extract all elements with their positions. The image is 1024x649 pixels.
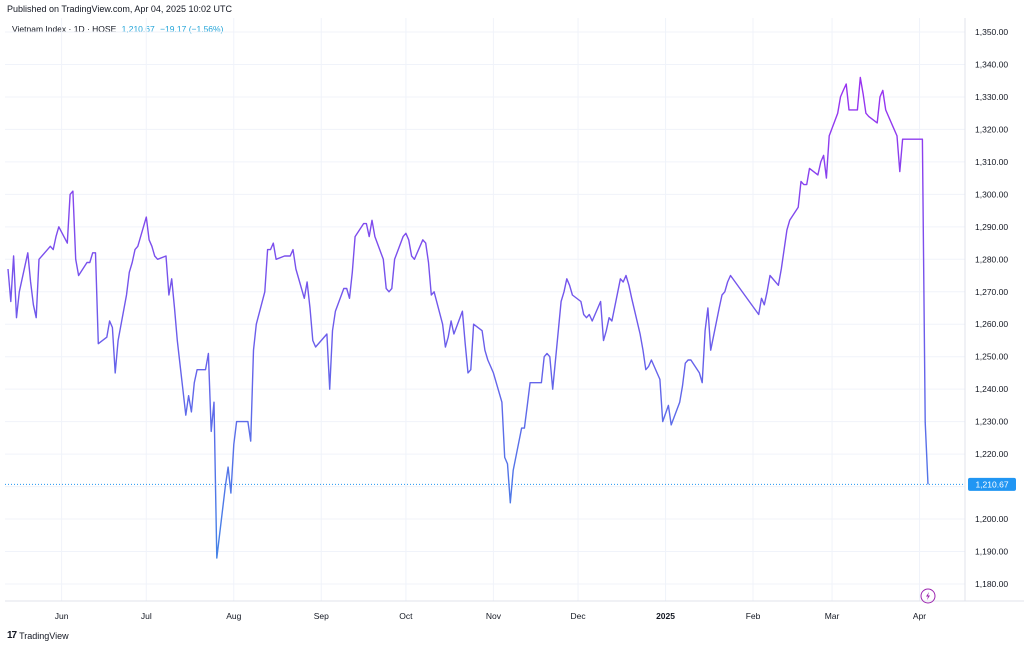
y-tick-label: 1,230.00 [975,417,1008,427]
last-price: 1,210.67 [121,24,155,34]
lightning-icon[interactable] [920,588,936,604]
x-tick-label: Jun [55,611,69,621]
y-tick-label: 1,320.00 [975,124,1008,134]
brand-name: TradingView [19,630,69,641]
time-axis[interactable]: Jun Jul Aug Sep Oct Nov Dec 2025 Feb Mar Apr [55,611,927,621]
x-tick-label: Sep [314,611,329,621]
price-axis[interactable]: 1,180.001,190.001,200.001,210.001,220.00… [975,27,1008,589]
footer: 17 TradingView [7,630,69,641]
x-tick-label: Dec [570,611,586,621]
y-tick-label: 1,340.00 [975,59,1008,69]
x-tick-label: Mar [825,611,840,621]
x-tick-label: Aug [226,611,241,621]
y-tick-label: 1,220.00 [975,449,1008,459]
svg-text:1,210.67: 1,210.67 [975,479,1008,489]
tv-logo-icon[interactable]: 17 [7,630,17,641]
x-tick-label: Feb [746,611,761,621]
y-tick-label: 1,350.00 [975,27,1008,37]
y-tick-label: 1,310.00 [975,157,1008,167]
x-tick-label: Oct [399,611,413,621]
price-change: −19.17 (−1.56%) [160,24,224,34]
symbol-name[interactable]: Vietnam Index · 1D · HOSE [12,24,117,34]
series-line [7,76,929,559]
y-tick-label: 1,200.00 [975,514,1008,524]
y-tick-label: 1,330.00 [975,92,1008,102]
x-tick-label: Jul [141,611,152,621]
published-caption: Published on TradingView.com, Apr 04, 20… [7,4,232,14]
symbol-legend: Vietnam Index · 1D · HOSE 1,210.67 −19.1… [12,24,223,34]
y-tick-label: 1,190.00 [975,547,1008,557]
y-tick-label: 1,250.00 [975,352,1008,362]
y-tick-label: 1,290.00 [975,222,1008,232]
x-tick-label: Nov [486,611,502,621]
y-tick-label: 1,270.00 [975,287,1008,297]
y-tick-label: 1,300.00 [975,189,1008,199]
last-price-badge: 1,210.67 [968,477,1016,491]
x-tick-label: 2025 [656,611,675,621]
x-tick-label: Apr [913,611,926,621]
y-tick-label: 1,280.00 [975,254,1008,264]
grid [5,18,965,601]
y-tick-label: 1,240.00 [975,384,1008,394]
y-tick-label: 1,260.00 [975,319,1008,329]
y-tick-label: 1,180.00 [975,579,1008,589]
